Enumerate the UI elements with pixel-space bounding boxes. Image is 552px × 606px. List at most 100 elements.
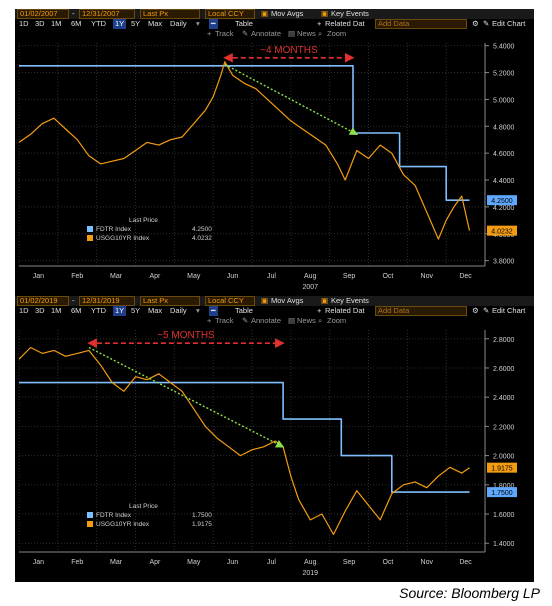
x-tick-label: Oct — [382, 273, 393, 280]
x-tick-label: Mar — [110, 559, 123, 566]
period-tab-1y[interactable]: 1Y — [113, 306, 127, 316]
key-events-checkbox-icon[interactable]: ▣ — [321, 296, 329, 305]
period-tab-ytd[interactable]: YTD — [91, 306, 106, 315]
key-events-label: Key Events — [331, 9, 369, 18]
x-tick-label: Nov — [421, 273, 434, 280]
mov-avgs-checkbox-icon[interactable]: ▣ — [261, 9, 269, 18]
key-events-checkbox-icon[interactable]: ▣ — [321, 9, 329, 18]
zoom-icon[interactable]: ⌕ — [318, 29, 323, 38]
related-data-plus-icon[interactable]: + — [317, 306, 322, 315]
news-icon[interactable]: ▤ — [288, 29, 296, 38]
mov-avgs-checkbox-icon[interactable]: ▣ — [261, 296, 269, 305]
zoom-button[interactable]: Zoom — [327, 316, 347, 325]
x-tick-label: Jan — [33, 559, 44, 566]
settings-gear-icon[interactable]: ⚙ — [472, 306, 479, 315]
y-tick-label: 4.2000 — [493, 205, 515, 212]
track-button[interactable]: Track — [215, 316, 234, 325]
start-date-field[interactable]: 01/02/2007 — [17, 9, 69, 19]
price-field-select[interactable]: Last Px — [140, 296, 200, 306]
pencil-icon[interactable]: ✎ — [483, 306, 490, 315]
x-tick-label: Dec — [459, 559, 472, 566]
legend-swatch — [87, 235, 93, 241]
annotate-button[interactable]: Annotate — [251, 316, 282, 325]
annotate-icon[interactable]: ✎ — [242, 316, 249, 325]
chart-type-icon[interactable]: ━ — [209, 19, 218, 29]
settings-gear-icon[interactable]: ⚙ — [472, 19, 479, 28]
series-line-fdtr-index — [19, 65, 470, 201]
edit-chart-button[interactable]: Edit Chart — [492, 19, 526, 28]
y-tick-label: 1.6000 — [493, 512, 515, 519]
zoom-icon[interactable]: ⌕ — [318, 316, 323, 325]
frequency-select[interactable]: Daily — [170, 306, 187, 315]
frequency-select[interactable]: Daily — [170, 19, 187, 28]
legend: Last Price FDTR Index 1.7500 USGG10YR Index… — [87, 503, 212, 528]
year-label: 2007 — [302, 284, 318, 291]
period-tab-1d[interactable]: 1D — [19, 306, 29, 315]
period-tab-max[interactable]: Max — [148, 19, 163, 28]
y-tick-label: 5.2000 — [493, 71, 515, 78]
start-date-field[interactable]: 01/02/2019 — [17, 296, 69, 306]
last-value-label: 1.9175 — [487, 462, 517, 473]
period-tab-1m[interactable]: 1M — [51, 19, 62, 28]
table-button[interactable]: Table — [235, 306, 253, 315]
news-icon[interactable]: ▤ — [288, 316, 296, 325]
related-data-button[interactable]: Related Dat — [325, 306, 365, 315]
add-data-field[interactable]: Add Data — [375, 306, 467, 316]
period-tab-max[interactable]: Max — [148, 306, 163, 315]
frequency-chevron-icon[interactable]: ▾ — [196, 306, 200, 315]
y-tick-label: 2.8000 — [493, 337, 515, 344]
x-tick-label: Feb — [71, 273, 83, 280]
period-tab-3d[interactable]: 3D — [35, 19, 45, 28]
period-tab-6m[interactable]: 6M — [71, 306, 82, 315]
x-tick-label: Apr — [149, 273, 161, 280]
x-tick-label: May — [187, 559, 201, 566]
svg-text:1.7500: 1.7500 — [491, 490, 513, 497]
legend-series-value: 4.2500 — [192, 226, 212, 233]
period-tab-6m[interactable]: 6M — [71, 19, 82, 28]
pencil-icon[interactable]: ✎ — [483, 19, 490, 28]
edit-chart-button[interactable]: Edit Chart — [492, 306, 526, 315]
period-tab-5y[interactable]: 5Y — [131, 306, 141, 315]
y-tick-label: 5.0000 — [493, 97, 515, 104]
legend-series-value: 1.7500 — [192, 512, 212, 519]
series-line-usgg10yr-index — [18, 346, 470, 536]
line-chart: 2.8000 2.6000 2.4000 2.2000 2.0000 1.8000 1.60… — [18, 330, 517, 577]
period-tab-1y[interactable]: 1Y — [113, 19, 127, 29]
related-data-plus-icon[interactable]: + — [317, 19, 322, 28]
period-tab-5y[interactable]: 5Y — [131, 19, 141, 28]
news-button[interactable]: News — [297, 316, 316, 325]
key-events-label: Key Events — [331, 296, 369, 305]
news-button[interactable]: News — [297, 29, 316, 38]
frequency-chevron-icon[interactable]: ▾ — [196, 19, 200, 28]
track-plus-icon[interactable]: + — [207, 316, 212, 325]
period-tab-3d[interactable]: 3D — [35, 306, 45, 315]
end-date-field[interactable]: 12/31/2007 — [79, 9, 135, 19]
currency-select[interactable]: Local CCY — [205, 9, 255, 19]
currency-select[interactable]: Local CCY — [205, 296, 255, 306]
zoom-button[interactable]: Zoom — [327, 29, 347, 38]
legend-swatch — [87, 226, 93, 232]
toolbar-row-3: + Track ✎ Annotate ▤ News ⌕ Zoom — [15, 29, 534, 39]
track-button[interactable]: Track — [215, 29, 234, 38]
annotate-button[interactable]: Annotate — [251, 29, 282, 38]
toolbar-row-2: 1D 3D 1M 6M YTD 1Y 5Y Max Daily ▾ ━ Table + Related D… — [15, 19, 534, 29]
svg-text:1.9175: 1.9175 — [491, 466, 513, 473]
period-tab-1d[interactable]: 1D — [19, 19, 29, 28]
track-plus-icon[interactable]: + — [207, 29, 212, 38]
add-data-field[interactable]: Add Data — [375, 19, 467, 29]
table-button[interactable]: Table — [235, 19, 253, 28]
related-data-button[interactable]: Related Dat — [325, 19, 365, 28]
date-separator: - — [72, 296, 75, 305]
price-field-select[interactable]: Last Px — [140, 9, 200, 19]
toolbar-row-3: + Track ✎ Annotate ▤ News ⌕ Zoom — [15, 316, 534, 326]
chart-panel-bottom: 01/02/2019-12/31/2019 Last Px Local CCY ▣ Mo… — [15, 296, 534, 582]
end-date-field[interactable]: 12/31/2019 — [79, 296, 135, 306]
legend-series-name: USGG10YR Index — [96, 235, 150, 242]
period-tab-ytd[interactable]: YTD — [91, 19, 106, 28]
chart-type-icon[interactable]: ━ — [209, 306, 218, 316]
annotate-icon[interactable]: ✎ — [242, 29, 249, 38]
period-tab-1m[interactable]: 1M — [51, 306, 62, 315]
mov-avgs-label: Mov Avgs — [271, 9, 304, 18]
series-line-fdtr-index — [19, 381, 470, 493]
legend-series-name: FDTR Index — [96, 512, 132, 519]
